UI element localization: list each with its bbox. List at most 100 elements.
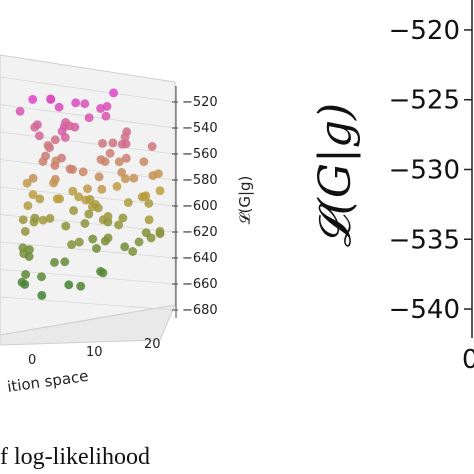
scatter-point — [98, 138, 108, 148]
scatter-point — [20, 226, 30, 236]
scatter-point — [43, 140, 53, 150]
scatter-point — [17, 277, 27, 287]
scatter-point — [74, 192, 84, 202]
scatter-point — [50, 135, 60, 145]
scatter-point — [49, 257, 59, 267]
scatter-point — [144, 215, 154, 225]
scatter-point — [139, 157, 149, 167]
left-z-gridline — [0, 296, 176, 311]
right-y-tick-label: −520 — [389, 16, 460, 46]
scatter-point — [76, 281, 86, 291]
scatter-point — [78, 167, 88, 177]
right-y-tick-label: −525 — [389, 86, 460, 116]
scatter-point — [120, 242, 130, 252]
scatter-point — [28, 173, 38, 183]
left-z-gridline — [0, 76, 176, 103]
left-z-tick-label: −580 — [182, 173, 218, 188]
scatter-point — [30, 122, 40, 132]
scatter-point — [60, 257, 70, 267]
scatter-point — [114, 220, 124, 230]
scatter-point — [34, 131, 44, 141]
scatter-point — [60, 133, 70, 143]
left-z-tick-label: −620 — [182, 225, 218, 240]
left-z-gridline — [0, 241, 176, 259]
scatter-point — [98, 268, 108, 278]
left-z-tick-label: −520 — [182, 95, 218, 110]
left-x-axis-label: ition space — [6, 367, 89, 396]
scatter-point — [103, 212, 113, 222]
scatter-point — [80, 219, 90, 229]
left-z-tick-label: −560 — [182, 147, 218, 162]
scatter-point — [100, 157, 110, 167]
scatter-point — [30, 213, 40, 223]
scatter-point — [109, 88, 119, 98]
scatter-point — [45, 214, 55, 224]
scatter-point — [94, 172, 104, 182]
scatter-point — [84, 113, 94, 123]
scatter-point — [128, 247, 138, 257]
left-z-tick-label: −660 — [182, 277, 218, 292]
right-y-tick-label: −530 — [389, 156, 460, 186]
scatter-point — [21, 269, 31, 279]
scatter-point — [97, 184, 107, 194]
scatter-point — [67, 240, 77, 250]
scatter-point — [155, 229, 165, 239]
scatter-point — [120, 174, 130, 184]
scatter-point — [92, 244, 102, 254]
scatter-point — [134, 237, 144, 247]
scatter-point — [15, 106, 25, 116]
scatter-point — [88, 234, 98, 244]
scatter-point — [96, 104, 106, 114]
scatter-point — [28, 190, 38, 200]
left-x-ticks: 0 10 20 — [28, 337, 161, 368]
left-3d-panes — [0, 54, 176, 346]
scatter-point — [52, 194, 62, 204]
scatter-point — [112, 181, 122, 191]
scatter-point — [46, 94, 56, 104]
scatter-point — [74, 237, 84, 247]
left-z-gridline — [0, 159, 176, 181]
scatter-point — [22, 178, 32, 188]
left-z-gridline — [0, 131, 176, 155]
right-y-axis-label: 𝓛(G|g) — [310, 103, 361, 247]
scatter-point — [100, 236, 110, 246]
scatter-point — [129, 173, 139, 183]
scatter-point — [69, 206, 79, 216]
scatter-point — [144, 198, 154, 208]
scatter-point — [49, 178, 59, 188]
scatter-point — [56, 153, 66, 163]
left-z-tick-label: −680 — [182, 303, 218, 318]
left-z-ticks: −520 −540 −560 −580 −600 −620 −640 −660 −680 — [172, 95, 218, 318]
scatter-point — [64, 280, 74, 290]
scatter-point — [147, 142, 157, 152]
scatter-point — [80, 99, 90, 109]
scatter-point — [121, 153, 131, 163]
scatter-point — [101, 111, 111, 121]
scatter-point — [23, 201, 33, 211]
right-y-tick-label: −540 — [389, 295, 460, 325]
scatter-point — [65, 121, 75, 131]
scatter-point — [28, 94, 38, 104]
left-x-tick-label: 0 — [28, 353, 36, 368]
scatter-point — [123, 198, 133, 208]
caption-text: f log-likelihood — [0, 444, 150, 470]
scatter-point — [121, 139, 131, 149]
left-x-tick-label: 10 — [86, 345, 103, 360]
scatter-point — [84, 209, 94, 219]
scatter-point — [37, 290, 47, 300]
scatter-point — [35, 194, 45, 204]
left-z-tick-label: −540 — [182, 121, 218, 136]
left-x-tick-label: 20 — [144, 337, 161, 352]
scatter-point — [68, 186, 78, 196]
scatter-point — [65, 164, 75, 174]
right-y-ticks: −520 −525 −530 −535 −540 — [389, 16, 472, 325]
scatter-point — [36, 272, 46, 282]
scatter-point — [93, 203, 103, 213]
scatter-point — [18, 215, 28, 225]
left-z-tick-label: −600 — [182, 199, 218, 214]
scatter-point — [61, 221, 71, 231]
left-scatter-points — [15, 88, 165, 300]
scatter-point — [141, 228, 151, 238]
right-x-tick-label: 0 — [462, 345, 474, 375]
